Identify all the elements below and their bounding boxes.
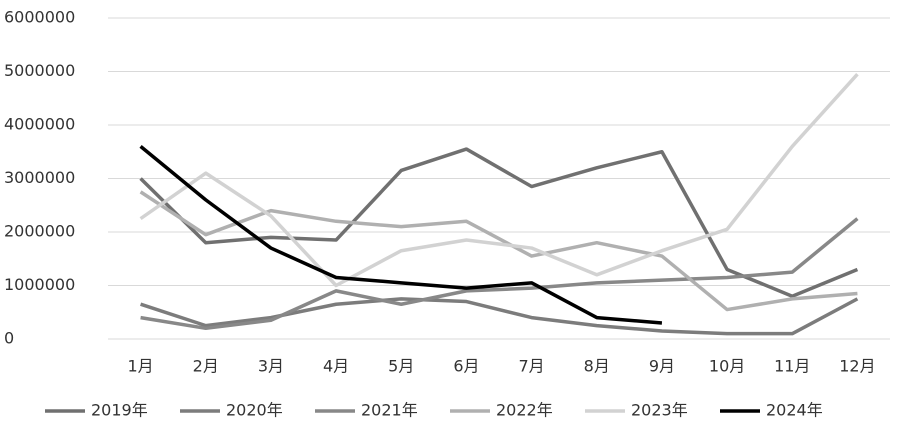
x-tick-label: 3月 <box>258 357 284 376</box>
y-tick-label: 0 <box>4 329 14 348</box>
x-tick-label: 4月 <box>323 357 349 376</box>
legend-label: 2020年 <box>226 401 283 420</box>
y-tick-label: 2000000 <box>4 222 75 241</box>
legend-label: 2019年 <box>91 401 148 420</box>
series-line <box>140 297 859 336</box>
x-tick-label: 5月 <box>388 357 414 376</box>
y-tick-label: 6000000 <box>4 8 75 27</box>
x-tick-label: 1月 <box>127 357 153 376</box>
series-line <box>140 217 859 331</box>
y-tick-label: 1000000 <box>4 275 75 294</box>
legend-label: 2021年 <box>361 401 418 420</box>
x-tick-label: 7月 <box>518 357 544 376</box>
series-line <box>139 190 858 312</box>
x-tick-label: 9月 <box>649 357 675 376</box>
y-tick-label: 4000000 <box>4 115 75 134</box>
legend-label: 2023年 <box>631 401 688 420</box>
x-tick-label: 2月 <box>193 357 219 376</box>
x-tick-label: 12月 <box>839 357 875 376</box>
x-tick-label: 6月 <box>453 357 479 376</box>
x-tick-label: 8月 <box>584 357 610 376</box>
x-tick-label: 11月 <box>774 357 810 376</box>
y-tick-label: 5000000 <box>4 61 75 80</box>
x-tick-label: 10月 <box>709 357 745 376</box>
series-line <box>139 73 859 288</box>
series-line <box>139 145 663 325</box>
legend-label: 2024年 <box>766 401 823 420</box>
legend-label: 2022年 <box>496 401 553 420</box>
y-tick-label: 3000000 <box>4 168 75 187</box>
